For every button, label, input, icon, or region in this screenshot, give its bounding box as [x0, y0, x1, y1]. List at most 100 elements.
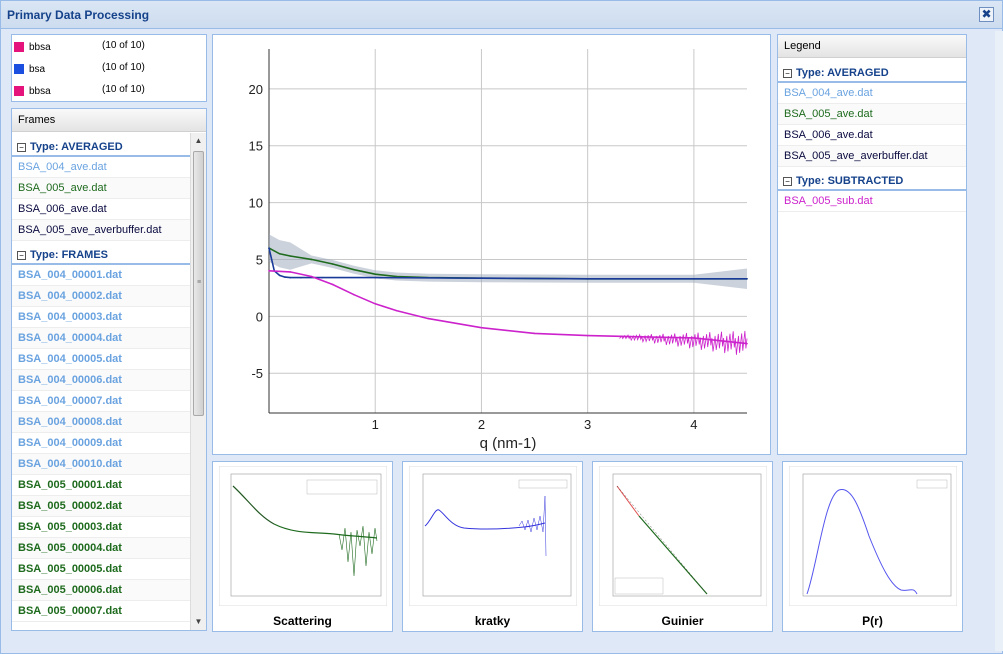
dataset-name: bbsa	[29, 86, 51, 97]
thumbnail-pr[interactable]: P(r)	[782, 461, 963, 632]
list-item[interactable]: BSA_006_ave.dat	[12, 199, 190, 220]
frames-scrollbar[interactable]: ▲ ≡ ▼	[190, 133, 206, 630]
main-plot-panel[interactable]: 1 2 3 4 20 15 10 5 0 -5 q (nm-1)	[212, 34, 771, 455]
data-point	[331, 283, 334, 286]
data-point	[331, 263, 334, 265]
data-point	[268, 247, 270, 249]
data-point	[374, 273, 377, 276]
collapse-icon[interactable]: −	[17, 143, 26, 152]
data-point	[586, 334, 589, 337]
color-swatch	[14, 42, 24, 52]
collapse-icon[interactable]: −	[783, 69, 792, 78]
collapse-icon[interactable]: −	[17, 251, 26, 260]
window-titlebar[interactable]: Primary Data Processing ✖	[1, 1, 1002, 29]
group-label: Type: AVERAGED	[796, 67, 889, 79]
dataset-name: bbsa	[29, 42, 51, 53]
kratky-thumbnail-plot	[409, 466, 577, 606]
group-label: Type: AVERAGED	[30, 141, 123, 153]
thumbnail-label-kratky: kratky	[474, 614, 511, 628]
y-tick-label: 5	[256, 252, 263, 267]
list-item[interactable]: BSA_005_00005.dat	[12, 559, 190, 580]
data-point	[310, 275, 313, 278]
list-item[interactable]: BSA_004_00001.dat	[12, 265, 190, 286]
series-line-1	[268, 247, 747, 280]
list-item[interactable]: BSA_004_00005.dat	[12, 349, 190, 370]
data-point	[278, 252, 281, 255]
list-item[interactable]: BSA_004_00004.dat	[12, 328, 190, 349]
dataset-count: (10 of 10)	[102, 40, 145, 51]
legend-panel: Legend − Type: AVERAGED BSA_004_ave.dat BSA…	[777, 34, 967, 455]
collapse-icon[interactable]: −	[783, 177, 792, 186]
list-item[interactable]: BSA_004_00009.dat	[12, 433, 190, 454]
x-tick-label: 2	[478, 417, 485, 432]
main-chart[interactable]: 1 2 3 4 20 15 10 5 0 -5 q (nm-1)	[213, 35, 770, 454]
group-header[interactable]: − Type: SUBTRACTED	[778, 167, 966, 191]
list-item[interactable]: BSA_005_00001.dat	[12, 475, 190, 496]
list-item[interactable]: BSA_005_ave_averbuffer.dat	[12, 220, 190, 241]
list-item[interactable]: BSA_004_00008.dat	[12, 412, 190, 433]
data-point	[427, 317, 430, 320]
scroll-thumb[interactable]: ≡	[193, 151, 204, 416]
data-point	[310, 258, 313, 261]
list-item[interactable]: BSA_004_ave.dat	[12, 157, 190, 178]
list-item[interactable]: BSA_004_ave.dat	[778, 83, 966, 104]
frames-header[interactable]: Frames	[12, 109, 206, 132]
guinier-thumbnail-plot	[599, 466, 767, 606]
data-point	[284, 276, 286, 278]
list-item[interactable]: BSA_005_00002.dat	[12, 496, 190, 517]
data-point	[278, 274, 281, 277]
color-swatch	[14, 86, 24, 96]
series-noise	[619, 330, 748, 355]
list-item[interactable]: BSA_005_sub.dat	[778, 191, 966, 212]
color-legend-row: bbsa (10 of 10)	[12, 39, 206, 55]
close-button[interactable]: ✖	[979, 7, 994, 22]
list-item[interactable]: BSA_004_00006.dat	[12, 370, 190, 391]
group-header[interactable]: − Type: AVERAGED	[12, 133, 190, 157]
list-item[interactable]: BSA_004_00010.dat	[12, 454, 190, 475]
dataset-name: bsa	[29, 64, 46, 75]
thumbnail-scattering[interactable]: Scattering	[212, 461, 393, 632]
list-item[interactable]: BSA_004_00007.dat	[12, 391, 190, 412]
list-item[interactable]: BSA_005_ave_averbuffer.dat	[778, 146, 966, 167]
data-point	[289, 276, 292, 279]
data-point	[374, 276, 377, 279]
thumbnail-label-guinier: Guinier	[661, 614, 704, 628]
data-point	[289, 255, 292, 257]
data-point	[480, 326, 483, 329]
list-item[interactable]: BSA_005_00003.dat	[12, 517, 190, 538]
list-item[interactable]: BSA_005_00006.dat	[12, 580, 190, 601]
y-tick-label: 10	[249, 196, 263, 211]
dataset-count: (10 of 10)	[102, 84, 145, 95]
data-point	[353, 268, 355, 271]
series-line-2	[268, 270, 748, 345]
list-item[interactable]: BSA_005_00007.dat	[12, 601, 190, 622]
error-band	[269, 234, 747, 289]
data-point	[533, 332, 536, 335]
x-tick-label: 3	[584, 417, 591, 432]
scroll-down-icon[interactable]: ▼	[194, 617, 203, 626]
group-header[interactable]: − Type: FRAMES	[12, 241, 190, 265]
color-legend-row: bsa (10 of 10)	[12, 61, 206, 77]
right-edge-strip	[995, 31, 1003, 651]
data-point	[480, 277, 483, 280]
list-item[interactable]: BSA_005_ave.dat	[778, 104, 966, 125]
x-axis-label: q (nm-1)	[480, 435, 537, 452]
thumbnail-guinier[interactable]: Guinier	[592, 461, 773, 632]
scroll-up-icon[interactable]: ▲	[194, 136, 203, 145]
color-legend-row: bbsa (10 of 10)	[12, 83, 206, 99]
color-swatch	[14, 64, 24, 74]
list-item[interactable]: BSA_006_ave.dat	[778, 125, 966, 146]
grip-icon: ≡	[197, 279, 202, 286]
legend-header[interactable]: Legend	[778, 35, 966, 58]
group-header[interactable]: − Type: AVERAGED	[778, 59, 966, 83]
list-item[interactable]: BSA_004_00002.dat	[12, 286, 190, 307]
list-item[interactable]: BSA_005_00004.dat	[12, 538, 190, 559]
x-tick-label: 4	[690, 417, 697, 432]
data-point	[746, 277, 748, 280]
thumbnail-kratky[interactable]: kratky	[402, 461, 583, 632]
list-item[interactable]: BSA_005_ave.dat	[12, 178, 190, 199]
list-item[interactable]: BSA_004_00003.dat	[12, 307, 190, 328]
data-point	[353, 293, 355, 296]
pr-thumbnail-plot	[789, 466, 957, 606]
